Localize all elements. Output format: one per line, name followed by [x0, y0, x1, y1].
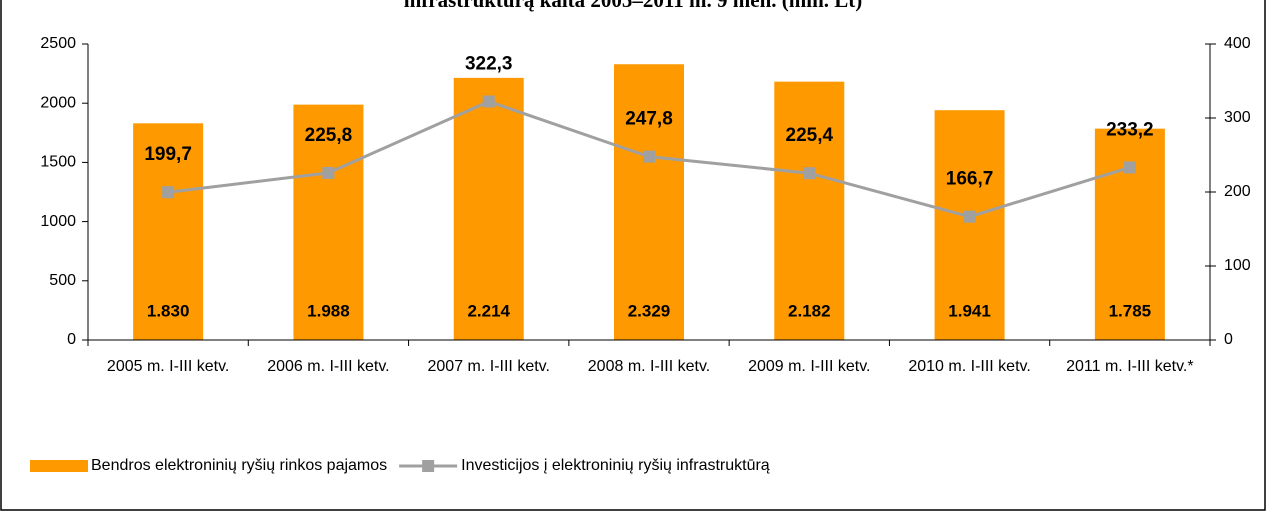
bar-value-label: 2.182: [788, 301, 831, 320]
legend-label: Bendros elektroninių ryšių rinkos pajamo…: [91, 457, 387, 474]
x-tick-label: 2007 m. I-III ketv.: [428, 358, 550, 375]
y-tick-label: 1000: [40, 213, 76, 230]
x-tick-label: 2009 m. I-III ketv.: [748, 358, 870, 375]
y2-tick-label: 300: [1224, 109, 1251, 126]
line-marker: [803, 167, 816, 180]
line-value-label: 166,7: [946, 169, 994, 190]
bar-value-label: 1.785: [1109, 301, 1152, 320]
x-tick-label: 2006 m. I-III ketv.: [267, 358, 389, 375]
y2-tick-label: 200: [1224, 183, 1251, 200]
y-tick-label: 2500: [40, 35, 76, 52]
x-tick-label: 2005 m. I-III ketv.: [107, 358, 229, 375]
legend-marker: [422, 460, 435, 472]
bar-value-label: 1.830: [147, 301, 190, 320]
y-tick-label: 2000: [40, 94, 76, 111]
legend-swatch: [30, 460, 88, 472]
bar-value-label: 2.329: [628, 301, 671, 320]
line-value-label: 225,4: [786, 125, 834, 146]
line-marker: [963, 210, 976, 223]
chart-title: infrastruktūrą kaita 2005–2011 m. 9 mėn.…: [404, 0, 863, 12]
x-tick-label: 2008 m. I-III ketv.: [588, 358, 710, 375]
y2-tick-label: 0: [1224, 331, 1233, 348]
line-value-label: 322,3: [465, 54, 513, 75]
bar: [614, 64, 684, 340]
line-marker: [322, 166, 335, 179]
line-marker: [482, 95, 495, 108]
y-tick-label: 500: [49, 272, 76, 289]
bar-value-label: 2.214: [467, 301, 510, 320]
y-tick-label: 1500: [40, 154, 76, 171]
line-marker: [162, 186, 175, 199]
x-tick-label: 2011 m. I-III ketv.*: [1066, 358, 1193, 375]
legend-label: Investicijos į elektroninių ryšių infras…: [461, 457, 770, 474]
y-tick-label: 0: [67, 331, 76, 348]
line-value-label: 225,8: [305, 125, 353, 146]
bar: [453, 77, 524, 340]
line-value-label: 233,2: [1106, 119, 1154, 140]
bar-value-label: 1.988: [307, 301, 350, 320]
bar: [934, 110, 1005, 340]
y2-tick-label: 400: [1224, 35, 1251, 52]
y2-tick-label: 100: [1224, 257, 1251, 274]
line-value-label: 199,7: [144, 144, 192, 165]
line-marker: [643, 150, 655, 163]
line-value-label: 247,8: [625, 109, 673, 130]
bar: [774, 81, 845, 341]
bar: [293, 104, 364, 341]
line-marker: [1123, 161, 1136, 174]
bar: [133, 123, 204, 340]
x-tick-label: 2010 m. I-III ketv.: [908, 358, 1030, 375]
bar-value-label: 1.941: [948, 301, 991, 320]
